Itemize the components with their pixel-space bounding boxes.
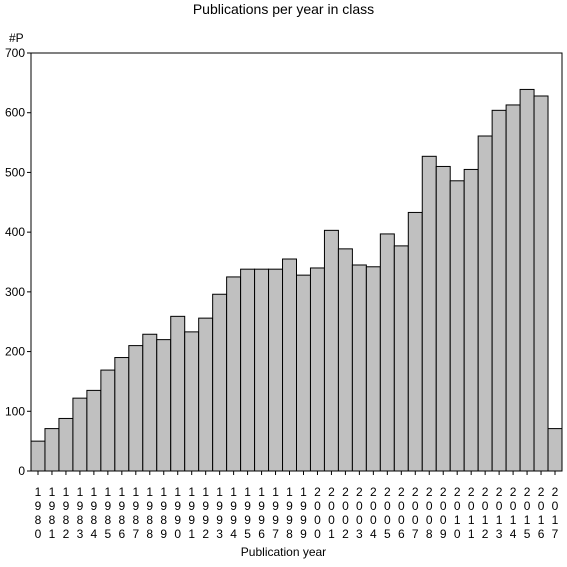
bars-group bbox=[30, 88, 563, 472]
bar-1995 bbox=[240, 268, 256, 472]
x-axis-label: Publication year bbox=[240, 545, 327, 559]
bar-1999 bbox=[296, 274, 311, 472]
bar-1994 bbox=[226, 276, 242, 472]
bar-2013 bbox=[491, 109, 507, 472]
bar-2015 bbox=[519, 88, 535, 472]
bar-1992 bbox=[198, 317, 214, 472]
bar-2005 bbox=[379, 233, 395, 472]
bar-2003 bbox=[351, 264, 367, 472]
y-tick-label-600: 600 bbox=[5, 106, 25, 120]
bar-1998 bbox=[282, 258, 297, 472]
bar-1985 bbox=[100, 369, 116, 472]
bar-2006 bbox=[393, 245, 409, 472]
bar-2004 bbox=[365, 266, 381, 472]
bar-1981 bbox=[44, 428, 60, 472]
bar-1990 bbox=[170, 315, 186, 472]
bar-2017 bbox=[547, 428, 563, 472]
bar-1986 bbox=[114, 357, 130, 472]
bar-1983 bbox=[72, 397, 88, 472]
plot-frame bbox=[30, 52, 563, 472]
bar-2002 bbox=[337, 248, 353, 472]
y-tick-label-700: 700 bbox=[5, 46, 25, 60]
bar-1996 bbox=[254, 268, 270, 472]
y-axis-label: #P bbox=[9, 31, 24, 45]
bar-2012 bbox=[477, 135, 493, 472]
bar-1989 bbox=[156, 339, 172, 472]
y-tick-label-0: 0 bbox=[18, 464, 25, 478]
bar-1991 bbox=[184, 331, 200, 472]
bar-2001 bbox=[323, 229, 339, 472]
bar-1982 bbox=[58, 417, 74, 472]
bar-1980 bbox=[30, 440, 46, 472]
bar-1988 bbox=[142, 333, 158, 472]
bar-2000 bbox=[309, 267, 325, 472]
y-tick-label-300: 300 bbox=[5, 285, 25, 299]
y-tick-label-200: 200 bbox=[5, 345, 25, 359]
y-tick-label-500: 500 bbox=[5, 165, 25, 179]
bar-1993 bbox=[212, 293, 228, 472]
bar-1997 bbox=[268, 268, 284, 472]
bar-2010 bbox=[449, 180, 465, 472]
chart-title: Publications per year in class bbox=[192, 1, 375, 17]
bar-1984 bbox=[86, 389, 102, 472]
bar-2007 bbox=[407, 211, 423, 472]
bar-2011 bbox=[463, 168, 479, 472]
axes-group: 0 100 200 300 400 500 600 700 1 9 8 0 1 9 8 1 1 9 8 2 1 9 8 3 1 9… bbox=[5, 46, 563, 541]
bar-2009 bbox=[435, 165, 451, 472]
bar-2008 bbox=[421, 155, 437, 472]
bar-1987 bbox=[128, 345, 144, 472]
bar-2016 bbox=[533, 95, 549, 472]
y-tick-label-100: 100 bbox=[5, 404, 25, 418]
y-tick-label-400: 400 bbox=[5, 225, 25, 239]
bar-2014 bbox=[505, 104, 521, 472]
